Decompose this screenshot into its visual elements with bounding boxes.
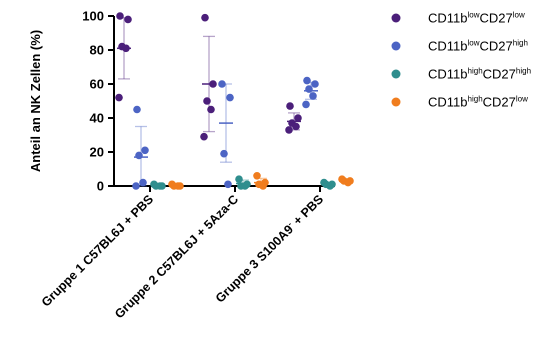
- y-tick-label: 0: [97, 179, 104, 194]
- data-point: [286, 102, 294, 110]
- legend: CD11blowCD27low CD11blowCD27high CD11bhigh…: [391, 11, 531, 110]
- data-point: [218, 80, 226, 88]
- data-point: [132, 182, 140, 190]
- axes: 0 20 40 60 80 100 Anteil an NK Zellen (%): [28, 9, 335, 194]
- data-point: [116, 12, 124, 20]
- data-point: [326, 182, 334, 190]
- data-point: [220, 149, 228, 158]
- category-label-main: Gruppe 3 S100A9: [213, 222, 296, 305]
- data-point: [201, 13, 209, 22]
- data-point: [344, 178, 352, 187]
- legend-marker: [391, 69, 401, 79]
- data-point: [200, 132, 208, 141]
- data-point: [135, 151, 143, 160]
- data-point: [226, 93, 234, 102]
- legend-label: CD11bhighCD27low: [428, 95, 528, 110]
- data-point: [285, 126, 293, 134]
- data-point: [235, 175, 243, 183]
- legend-label: CD11blowCD27low: [428, 11, 525, 26]
- data-point: [141, 146, 149, 155]
- data-point: [303, 76, 311, 85]
- data-point: [124, 15, 132, 24]
- legend-marker: [391, 13, 401, 23]
- category-label-tail: + PBS: [288, 192, 326, 230]
- data-point: [207, 105, 215, 114]
- y-tick-label: 20: [90, 145, 104, 160]
- y-tick-label: 80: [90, 43, 104, 58]
- y-tick-label: 100: [82, 9, 104, 24]
- data-point: [115, 93, 123, 102]
- y-tick-label: 60: [90, 77, 104, 92]
- legend-label: CD11bhighCD27high: [428, 67, 531, 82]
- legend-marker: [391, 97, 401, 107]
- data-point: [311, 80, 319, 88]
- data-point: [309, 92, 317, 100]
- y-axis-title: Anteil an NK Zellen (%): [28, 30, 43, 172]
- data-point: [139, 178, 147, 187]
- data-point: [305, 85, 313, 93]
- data-point: [174, 182, 182, 190]
- data-point: [224, 180, 232, 189]
- data-marks: [115, 12, 354, 190]
- category-label-superscript: -: [285, 220, 293, 228]
- data-point: [203, 97, 211, 105]
- y-tick-label: 40: [90, 111, 104, 126]
- data-point: [294, 114, 302, 122]
- legend-marker: [391, 41, 401, 51]
- data-point: [259, 182, 267, 190]
- data-point: [133, 105, 141, 114]
- data-point: [253, 172, 261, 180]
- data-point: [292, 122, 300, 131]
- legend-label: CD11blowCD27high: [428, 39, 528, 54]
- data-point: [302, 100, 310, 109]
